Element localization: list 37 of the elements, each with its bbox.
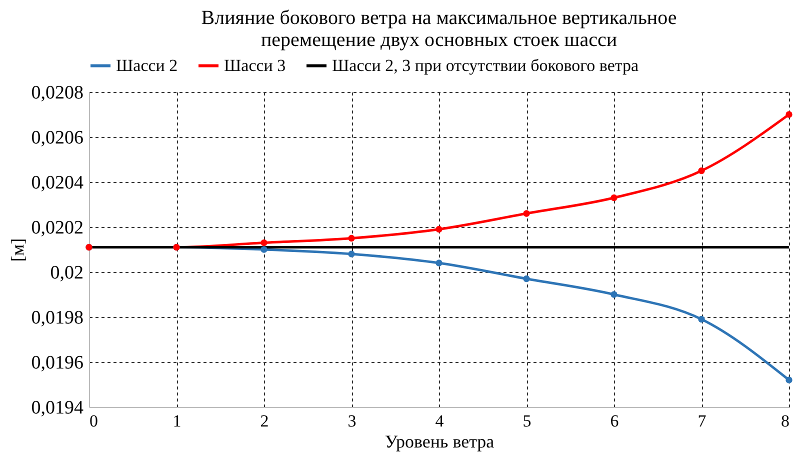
y-tick-label: 0,0198: [31, 308, 84, 328]
y-tick-label: 0,0206: [31, 128, 84, 148]
point: [523, 210, 530, 217]
point: [348, 234, 355, 242]
point: [436, 226, 442, 233]
point: [698, 167, 705, 174]
y-tick-label: 0,0208: [31, 82, 84, 104]
x-tick-label: 8: [781, 412, 790, 430]
point: [260, 246, 268, 253]
legend-label: Шасси 2: [116, 56, 178, 75]
x-tick-label: 5: [522, 412, 532, 430]
x-tick-label: 2: [260, 412, 269, 430]
point: [786, 376, 792, 384]
point: [698, 316, 705, 323]
point: [348, 250, 355, 258]
legend-label: Шасси 3: [224, 56, 286, 75]
point: [523, 275, 530, 282]
x-tick-label: 1: [172, 412, 182, 430]
y-tick-label: 0,0194: [31, 398, 84, 418]
chart-title: Влияние бокового ветра на максимальное вертикальное перемещение двух основных стоек шасси: [201, 7, 677, 51]
point: [260, 239, 268, 246]
x-tick-label: 7: [698, 412, 707, 430]
x-tick-label: 4: [435, 412, 444, 430]
y-tick-label: 0,02: [50, 262, 84, 284]
point: [610, 194, 618, 202]
point: [436, 260, 442, 266]
x-tick-label: 0: [90, 412, 98, 430]
point: [786, 111, 792, 118]
x-axis-title: Уровень ветра: [384, 432, 494, 452]
x-tick-label: 3: [348, 412, 356, 430]
y-tick-label: 0,0202: [31, 218, 84, 238]
legend-label: Шасси 2, 3 при отсутствии бокового ветра: [332, 56, 640, 75]
point: [610, 291, 618, 298]
y-axis-title: [м]: [7, 238, 28, 262]
y-tick-label: 0,0196: [31, 352, 84, 374]
y-tick-label: 0,0204: [31, 172, 84, 194]
x-tick-label: 6: [610, 412, 619, 430]
